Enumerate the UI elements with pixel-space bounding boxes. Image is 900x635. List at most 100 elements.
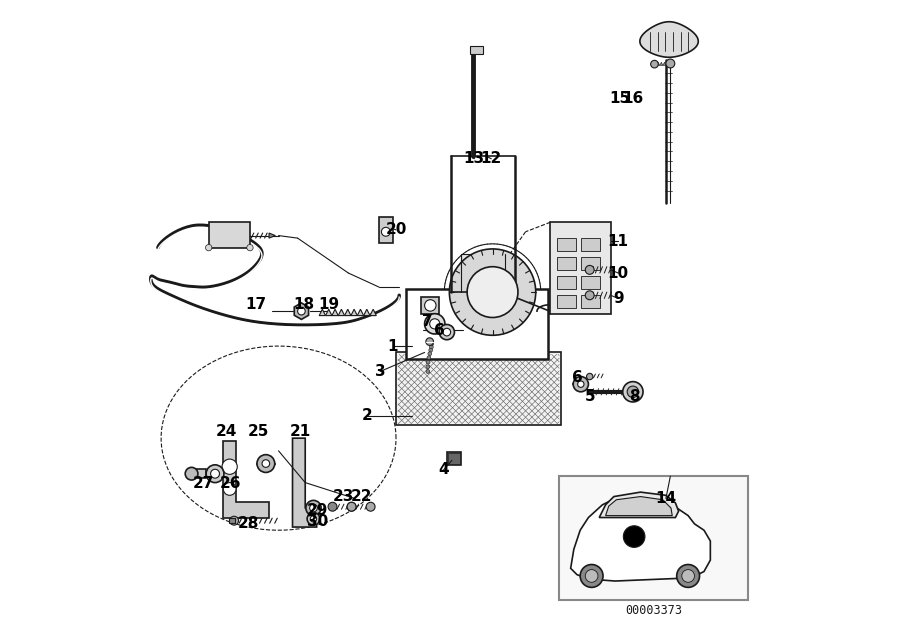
Circle shape: [429, 342, 434, 346]
Circle shape: [623, 382, 643, 402]
Circle shape: [211, 469, 220, 478]
Circle shape: [328, 502, 337, 511]
Bar: [580, 295, 600, 308]
Polygon shape: [320, 309, 326, 316]
Bar: [557, 238, 576, 251]
Polygon shape: [292, 438, 317, 527]
Bar: [550, 222, 611, 314]
Bar: [421, 297, 439, 314]
Circle shape: [206, 465, 224, 483]
Bar: [379, 217, 392, 243]
Bar: [557, 276, 576, 289]
Polygon shape: [294, 303, 309, 319]
Bar: [580, 276, 600, 289]
Circle shape: [428, 348, 433, 352]
Circle shape: [427, 356, 431, 359]
Bar: [448, 453, 460, 464]
Circle shape: [347, 502, 356, 511]
Circle shape: [429, 345, 433, 349]
Text: 19: 19: [319, 297, 340, 312]
Circle shape: [307, 512, 320, 525]
Polygon shape: [640, 22, 698, 57]
Circle shape: [382, 227, 391, 236]
Polygon shape: [653, 62, 656, 65]
Circle shape: [677, 565, 699, 587]
Text: 27: 27: [193, 476, 214, 491]
Circle shape: [257, 455, 274, 472]
Text: 20: 20: [385, 222, 407, 237]
Text: 3: 3: [374, 364, 385, 379]
Text: 25: 25: [248, 424, 269, 439]
Text: 10: 10: [608, 265, 629, 281]
Polygon shape: [571, 497, 710, 581]
Text: 21: 21: [290, 424, 311, 439]
Bar: [229, 518, 236, 523]
Bar: [209, 222, 250, 248]
Text: 23: 23: [333, 489, 354, 504]
Polygon shape: [326, 309, 332, 316]
Circle shape: [624, 526, 645, 547]
Text: 12: 12: [481, 151, 502, 166]
Circle shape: [439, 324, 454, 340]
Polygon shape: [370, 309, 376, 316]
Circle shape: [682, 570, 695, 582]
Bar: [557, 295, 576, 308]
Bar: [396, 352, 561, 425]
Polygon shape: [606, 497, 672, 516]
Circle shape: [429, 319, 440, 329]
Circle shape: [347, 502, 356, 511]
Text: 14: 14: [655, 491, 677, 506]
Text: 6: 6: [572, 370, 582, 385]
Text: 15: 15: [609, 91, 631, 106]
Text: 4: 4: [438, 462, 449, 478]
Text: 22: 22: [350, 489, 372, 504]
Circle shape: [426, 365, 429, 369]
Circle shape: [185, 467, 198, 480]
Text: 2: 2: [362, 408, 373, 424]
Text: 26: 26: [220, 476, 242, 491]
Text: 9: 9: [613, 291, 624, 306]
Polygon shape: [338, 309, 345, 316]
Polygon shape: [269, 233, 275, 238]
Circle shape: [426, 338, 434, 345]
Text: 5: 5: [584, 389, 595, 404]
Polygon shape: [660, 62, 662, 65]
Circle shape: [310, 504, 318, 512]
Circle shape: [651, 60, 658, 68]
Circle shape: [222, 459, 238, 474]
Circle shape: [427, 360, 430, 364]
Text: 16: 16: [622, 91, 644, 106]
Circle shape: [262, 460, 270, 467]
Text: 28: 28: [238, 516, 259, 531]
Circle shape: [585, 265, 594, 274]
Text: 18: 18: [293, 297, 314, 312]
Circle shape: [366, 502, 375, 511]
Polygon shape: [662, 62, 666, 65]
Circle shape: [467, 267, 518, 318]
Circle shape: [306, 500, 321, 516]
Circle shape: [627, 386, 639, 398]
Polygon shape: [332, 309, 338, 316]
Circle shape: [578, 381, 584, 387]
Text: 11: 11: [608, 234, 629, 249]
Polygon shape: [599, 492, 679, 518]
Circle shape: [298, 307, 305, 315]
Polygon shape: [351, 309, 357, 316]
Text: 00003373: 00003373: [626, 605, 682, 617]
Bar: [446, 452, 461, 465]
Bar: [580, 257, 600, 270]
Circle shape: [247, 244, 253, 251]
Polygon shape: [364, 309, 370, 316]
Text: 13: 13: [464, 151, 485, 166]
Text: 7: 7: [422, 314, 433, 330]
Text: 17: 17: [246, 297, 267, 312]
Circle shape: [223, 483, 236, 495]
Circle shape: [425, 300, 436, 311]
Circle shape: [428, 352, 432, 356]
Polygon shape: [223, 441, 269, 518]
Text: 1: 1: [388, 338, 398, 354]
Bar: [406, 289, 548, 359]
Polygon shape: [192, 469, 205, 478]
Text: 29: 29: [307, 503, 328, 518]
Circle shape: [580, 565, 603, 587]
